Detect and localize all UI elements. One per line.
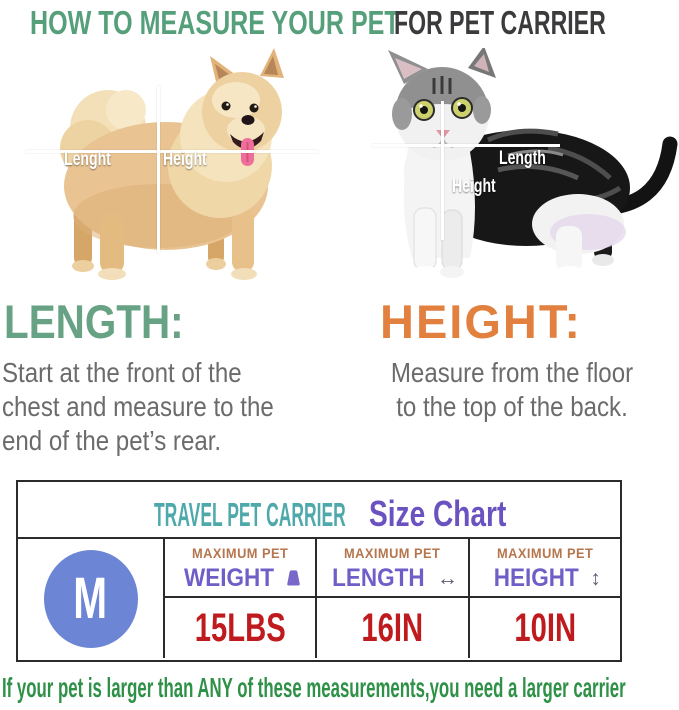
height-section-text: Measure from the floor to the top of the… (374, 356, 649, 424)
size-badge: M (43, 549, 138, 648)
height-subtitle: MAXIMUM PET (496, 546, 594, 561)
height-value: 10IN (513, 605, 576, 650)
dog-height-line (157, 86, 160, 253)
cat-illustration (388, 48, 678, 278)
arrow-vertical-icon: ↕ (590, 567, 601, 590)
height-text-line: Measure from the floor (390, 357, 634, 388)
length-label: LENGTH (332, 564, 425, 592)
title-for-pet-carrier: FOR PET CARRIER (394, 4, 606, 41)
size-chart-body: M MAXIMUM PET WEIGHT 15LBS (18, 539, 620, 658)
footer-warning-note: If your pet is larger than ANY of these … (2, 672, 626, 703)
height-value-cell: 10IN (470, 598, 620, 658)
arrow-horizontal-icon: ↔ (436, 567, 458, 590)
size-chart-title-row: TRAVEL PET CARRIER Size Chart (18, 482, 620, 539)
dog-height-label: Height (163, 149, 207, 170)
dog-length-label: Lenght (64, 149, 111, 170)
cat-measurement-figure: Length Height (338, 48, 679, 280)
length-section-heading: LENGTH: (4, 295, 184, 348)
size-chart-title: Size Chart (369, 493, 507, 534)
length-text-line: end of the pet’s rear. (2, 425, 222, 456)
dog-measurement-figure: Lenght Height (18, 48, 320, 280)
weight-subtitle: MAXIMUM PET (191, 546, 289, 561)
weight-icon (287, 570, 300, 586)
weight-value-cell: 15LBS (165, 598, 315, 658)
weight-label: WEIGHT (184, 564, 275, 592)
height-header-cell: MAXIMUM PET HEIGHT ↕ (469, 539, 620, 598)
cat-height-line (441, 101, 444, 240)
title-how-to-measure: HOW TO MEASURE YOUR PET (30, 4, 400, 41)
length-header-cell: MAXIMUM PET LENGTH ↔ (317, 539, 468, 598)
length-column: MAXIMUM PET LENGTH ↔ 16IN (317, 539, 470, 658)
weight-header-cell: MAXIMUM PET WEIGHT (165, 539, 316, 598)
cat-length-label: Length (499, 148, 546, 169)
weight-value: 15LBS (194, 605, 286, 650)
length-text-line: Start at the front of the (2, 357, 242, 388)
length-subtitle: MAXIMUM PET (344, 546, 441, 561)
dog-length-line (26, 150, 318, 153)
height-column: MAXIMUM PET HEIGHT ↕ 10IN (469, 539, 620, 658)
length-value: 16IN (361, 605, 424, 650)
height-section-heading: HEIGHT: (380, 295, 582, 348)
length-section-text: Start at the front of the chest and meas… (2, 356, 274, 458)
size-chart-table: TRAVEL PET CARRIER Size Chart M MAXIMUM … (16, 480, 622, 662)
height-text-line: to the top of the back. (396, 391, 628, 422)
length-text-line: chest and measure to the (2, 391, 274, 422)
weight-column: MAXIMUM PET WEIGHT 15LBS (165, 539, 318, 658)
size-letter: M (73, 566, 108, 631)
length-value-cell: 16IN (317, 598, 467, 658)
cat-length-line (372, 144, 560, 147)
cat-height-label: Height (452, 176, 496, 197)
size-cell: M (18, 539, 165, 658)
height-label: HEIGHT (493, 564, 579, 592)
size-chart-title-product: TRAVEL PET CARRIER (154, 496, 346, 533)
